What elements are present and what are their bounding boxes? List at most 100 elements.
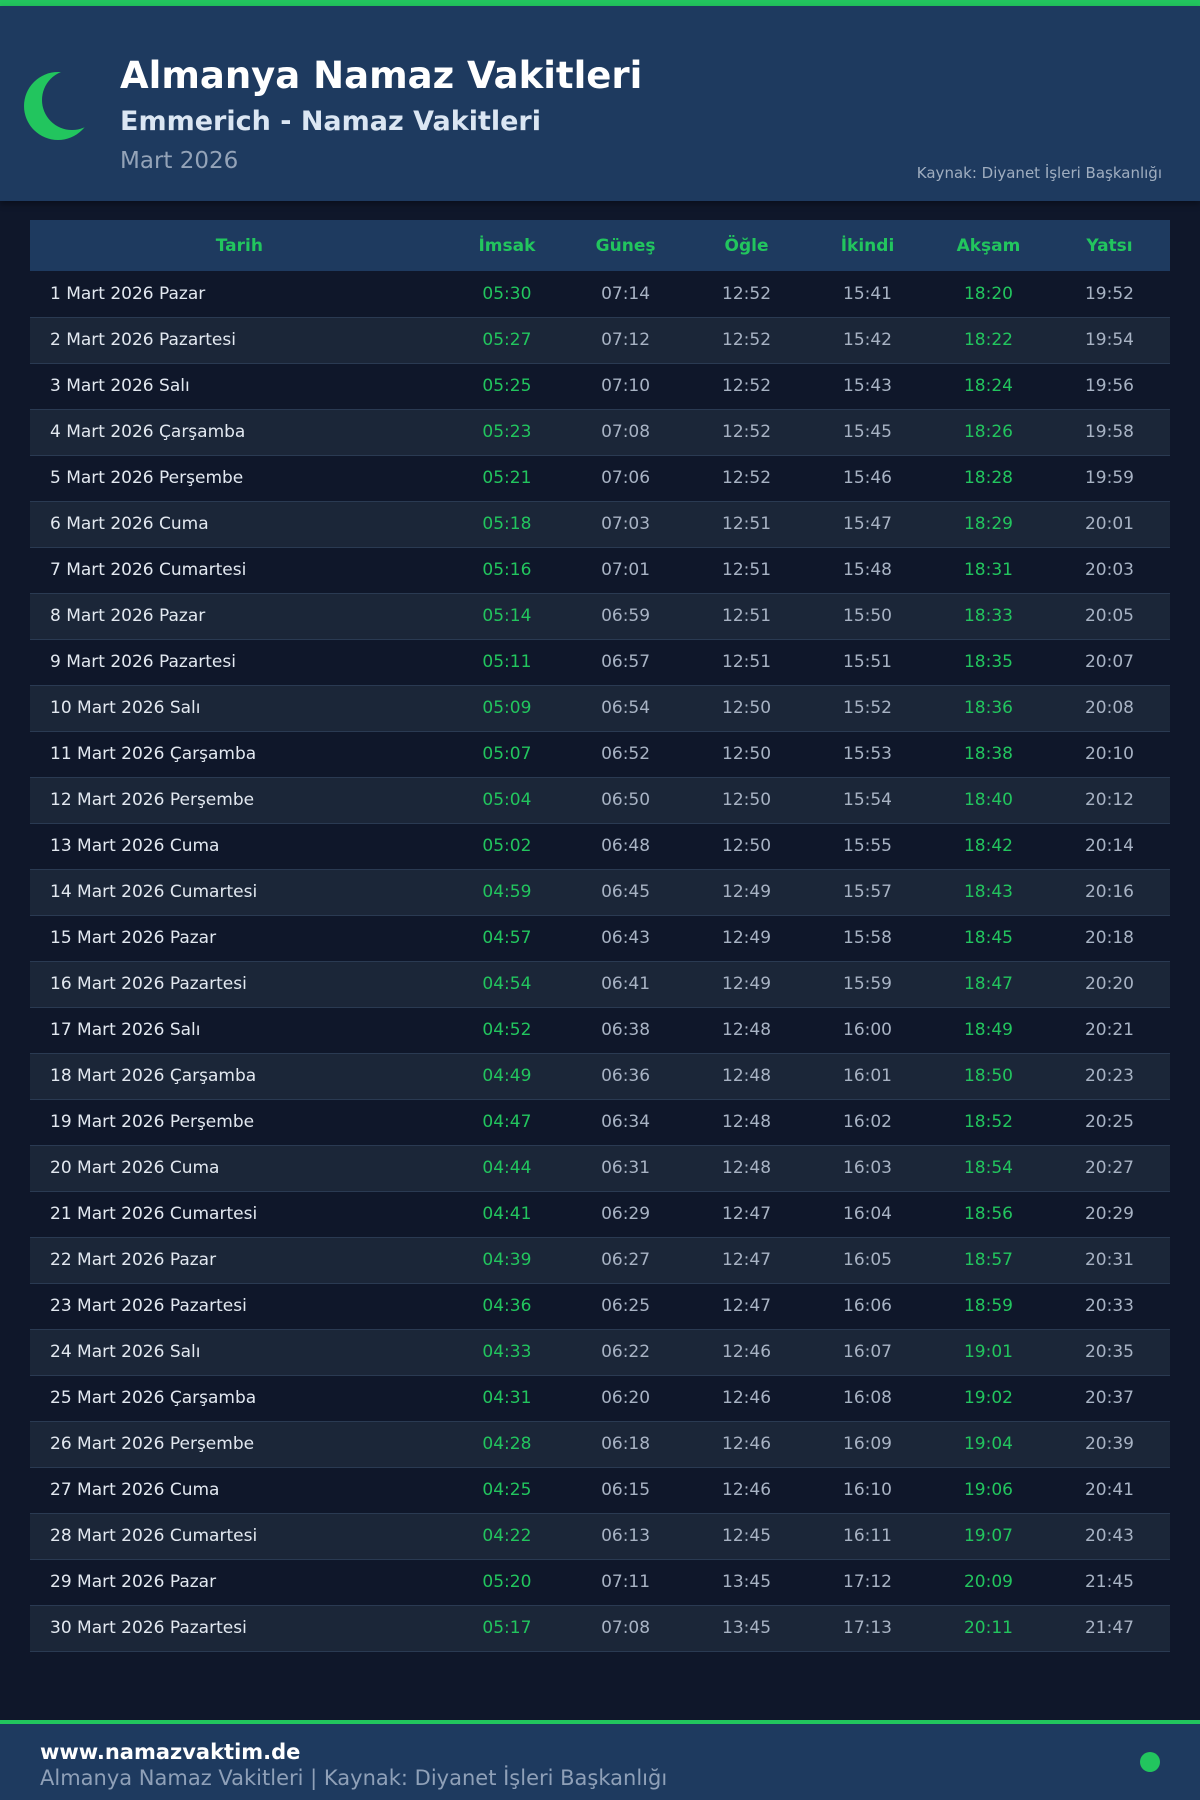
time-cell: 20:11 bbox=[963, 1618, 1013, 1638]
time-cell: 05:18 bbox=[482, 514, 532, 534]
table-row: 10 Mart 2026 Salı 05:09 06:54 12:50 15:52 18:… bbox=[30, 685, 1170, 731]
time-cell: 21:45 bbox=[1084, 1572, 1134, 1592]
time-cell: 04:44 bbox=[482, 1158, 532, 1178]
table-row: 28 Mart 2026 Cumartesi 04:22 06:13 12:45 16:… bbox=[30, 1513, 1170, 1559]
time-cell: 15:57 bbox=[843, 882, 892, 902]
footer-site-link[interactable]: www.namazvaktim.de bbox=[40, 1740, 301, 1764]
time-cell: 04:57 bbox=[482, 928, 532, 948]
time-cell: 04:41 bbox=[482, 1204, 532, 1224]
date-cell: 10 Mart 2026 Salı bbox=[50, 698, 201, 718]
time-cell: 06:27 bbox=[601, 1250, 651, 1270]
time-cell: 12:49 bbox=[722, 882, 772, 902]
time-cell: 06:54 bbox=[601, 698, 651, 718]
table-row: 15 Mart 2026 Pazar 04:57 06:43 12:49 15:58 18… bbox=[30, 915, 1170, 961]
time-cell: 16:10 bbox=[843, 1480, 892, 1500]
date-cell: 30 Mart 2026 Pazartesi bbox=[50, 1618, 247, 1638]
time-cell: 12:51 bbox=[722, 652, 772, 672]
time-cell: 15:47 bbox=[843, 514, 892, 534]
column-header: İmsak bbox=[478, 235, 536, 256]
time-cell: 13:45 bbox=[722, 1618, 772, 1638]
time-cell: 18:33 bbox=[963, 606, 1013, 626]
table-row: 11 Mart 2026 Çarşamba 05:07 06:52 12:50 15:5… bbox=[30, 731, 1170, 777]
date-cell: 11 Mart 2026 Çarşamba bbox=[50, 744, 257, 764]
time-cell: 18:45 bbox=[963, 928, 1013, 948]
time-cell: 12:52 bbox=[722, 376, 772, 396]
time-cell: 16:00 bbox=[843, 1020, 892, 1040]
prayer-times-table: Tarih İmsak Güneş Öğle İkindi Akşam Yatsı 1 Ma… bbox=[30, 220, 1170, 1652]
time-cell: 06:29 bbox=[601, 1204, 651, 1224]
time-cell: 15:50 bbox=[843, 606, 892, 626]
time-cell: 20:05 bbox=[1084, 606, 1134, 626]
table-header-row: Tarih İmsak Güneş Öğle İkindi Akşam Yatsı bbox=[30, 220, 1170, 271]
time-cell: 18:59 bbox=[963, 1296, 1013, 1316]
time-cell: 18:36 bbox=[963, 698, 1013, 718]
time-cell: 12:52 bbox=[722, 283, 772, 304]
time-cell: 04:31 bbox=[482, 1388, 532, 1408]
time-cell: 18:43 bbox=[963, 882, 1013, 902]
time-cell: 12:48 bbox=[722, 1020, 772, 1040]
time-cell: 12:45 bbox=[722, 1526, 772, 1546]
time-cell: 05:30 bbox=[482, 283, 532, 304]
crescent-moon-icon bbox=[24, 72, 90, 140]
time-cell: 06:59 bbox=[601, 606, 651, 626]
page-subtitle: Emmerich - Namaz Vakitleri bbox=[120, 106, 542, 137]
time-cell: 07:06 bbox=[601, 468, 651, 488]
column-header: Tarih bbox=[215, 235, 263, 256]
table-row: 8 Mart 2026 Pazar 05:14 06:59 12:51 15:50 18:… bbox=[30, 593, 1170, 639]
time-cell: 20:08 bbox=[1084, 698, 1134, 718]
time-cell: 05:07 bbox=[482, 744, 532, 764]
time-cell: 07:08 bbox=[601, 1618, 651, 1638]
date-cell: 28 Mart 2026 Cumartesi bbox=[50, 1526, 258, 1546]
table-row: 14 Mart 2026 Cumartesi 04:59 06:45 12:49 15:… bbox=[30, 869, 1170, 915]
time-cell: 20:12 bbox=[1084, 790, 1134, 810]
time-cell: 18:57 bbox=[963, 1250, 1013, 1270]
date-cell: 1 Mart 2026 Pazar bbox=[50, 283, 206, 304]
table-row: 16 Mart 2026 Pazartesi 04:54 06:41 12:49 15:… bbox=[30, 961, 1170, 1007]
time-cell: 07:10 bbox=[601, 376, 651, 396]
time-cell: 12:50 bbox=[722, 744, 772, 764]
date-cell: 14 Mart 2026 Cumartesi bbox=[50, 882, 258, 902]
footer-text: Almanya Namaz Vakitleri | Kaynak: Diyane… bbox=[40, 1766, 668, 1790]
time-cell: 20:16 bbox=[1084, 882, 1134, 902]
time-cell: 06:34 bbox=[601, 1112, 651, 1132]
time-cell: 16:11 bbox=[843, 1526, 892, 1546]
time-cell: 19:07 bbox=[963, 1526, 1013, 1546]
time-cell: 06:43 bbox=[601, 928, 651, 948]
time-cell: 12:48 bbox=[722, 1158, 772, 1178]
time-cell: 17:12 bbox=[843, 1572, 892, 1592]
time-cell: 16:02 bbox=[843, 1112, 892, 1132]
time-cell: 05:17 bbox=[482, 1618, 532, 1638]
time-cell: 16:05 bbox=[843, 1250, 892, 1270]
time-cell: 12:47 bbox=[722, 1296, 772, 1316]
table-row: 3 Mart 2026 Salı 05:25 07:10 12:52 15:43 18:2… bbox=[30, 363, 1170, 409]
time-cell: 12:46 bbox=[722, 1388, 772, 1408]
time-cell: 20:41 bbox=[1084, 1480, 1134, 1500]
time-cell: 18:49 bbox=[963, 1020, 1013, 1040]
time-cell: 15:42 bbox=[843, 330, 892, 350]
date-cell: 13 Mart 2026 Cuma bbox=[50, 836, 220, 856]
time-cell: 15:45 bbox=[843, 422, 892, 442]
time-cell: 19:06 bbox=[963, 1480, 1013, 1500]
time-cell: 05:27 bbox=[482, 330, 532, 350]
table-row: 24 Mart 2026 Salı 04:33 06:22 12:46 16:07 19:… bbox=[30, 1329, 1170, 1375]
time-cell: 20:21 bbox=[1084, 1020, 1134, 1040]
time-cell: 05:14 bbox=[482, 606, 532, 626]
time-cell: 18:52 bbox=[963, 1112, 1013, 1132]
time-cell: 07:11 bbox=[601, 1572, 651, 1592]
time-cell: 15:41 bbox=[843, 283, 892, 304]
date-cell: 5 Mart 2026 Perşembe bbox=[50, 468, 244, 488]
time-cell: 16:07 bbox=[843, 1342, 892, 1362]
date-cell: 8 Mart 2026 Pazar bbox=[50, 606, 206, 626]
table-row: 27 Mart 2026 Cuma 04:25 06:15 12:46 16:10 19:… bbox=[30, 1467, 1170, 1513]
time-cell: 15:52 bbox=[843, 698, 892, 718]
time-cell: 18:22 bbox=[963, 330, 1013, 350]
time-cell: 05:11 bbox=[482, 652, 532, 672]
time-cell: 06:48 bbox=[601, 836, 651, 856]
time-cell: 20:39 bbox=[1084, 1434, 1134, 1454]
time-cell: 05:23 bbox=[482, 422, 532, 442]
time-cell: 12:52 bbox=[722, 468, 772, 488]
time-cell: 20:07 bbox=[1084, 652, 1134, 672]
date-cell: 29 Mart 2026 Pazar bbox=[50, 1572, 217, 1592]
time-cell: 18:35 bbox=[963, 652, 1013, 672]
date-cell: 22 Mart 2026 Pazar bbox=[50, 1250, 217, 1270]
